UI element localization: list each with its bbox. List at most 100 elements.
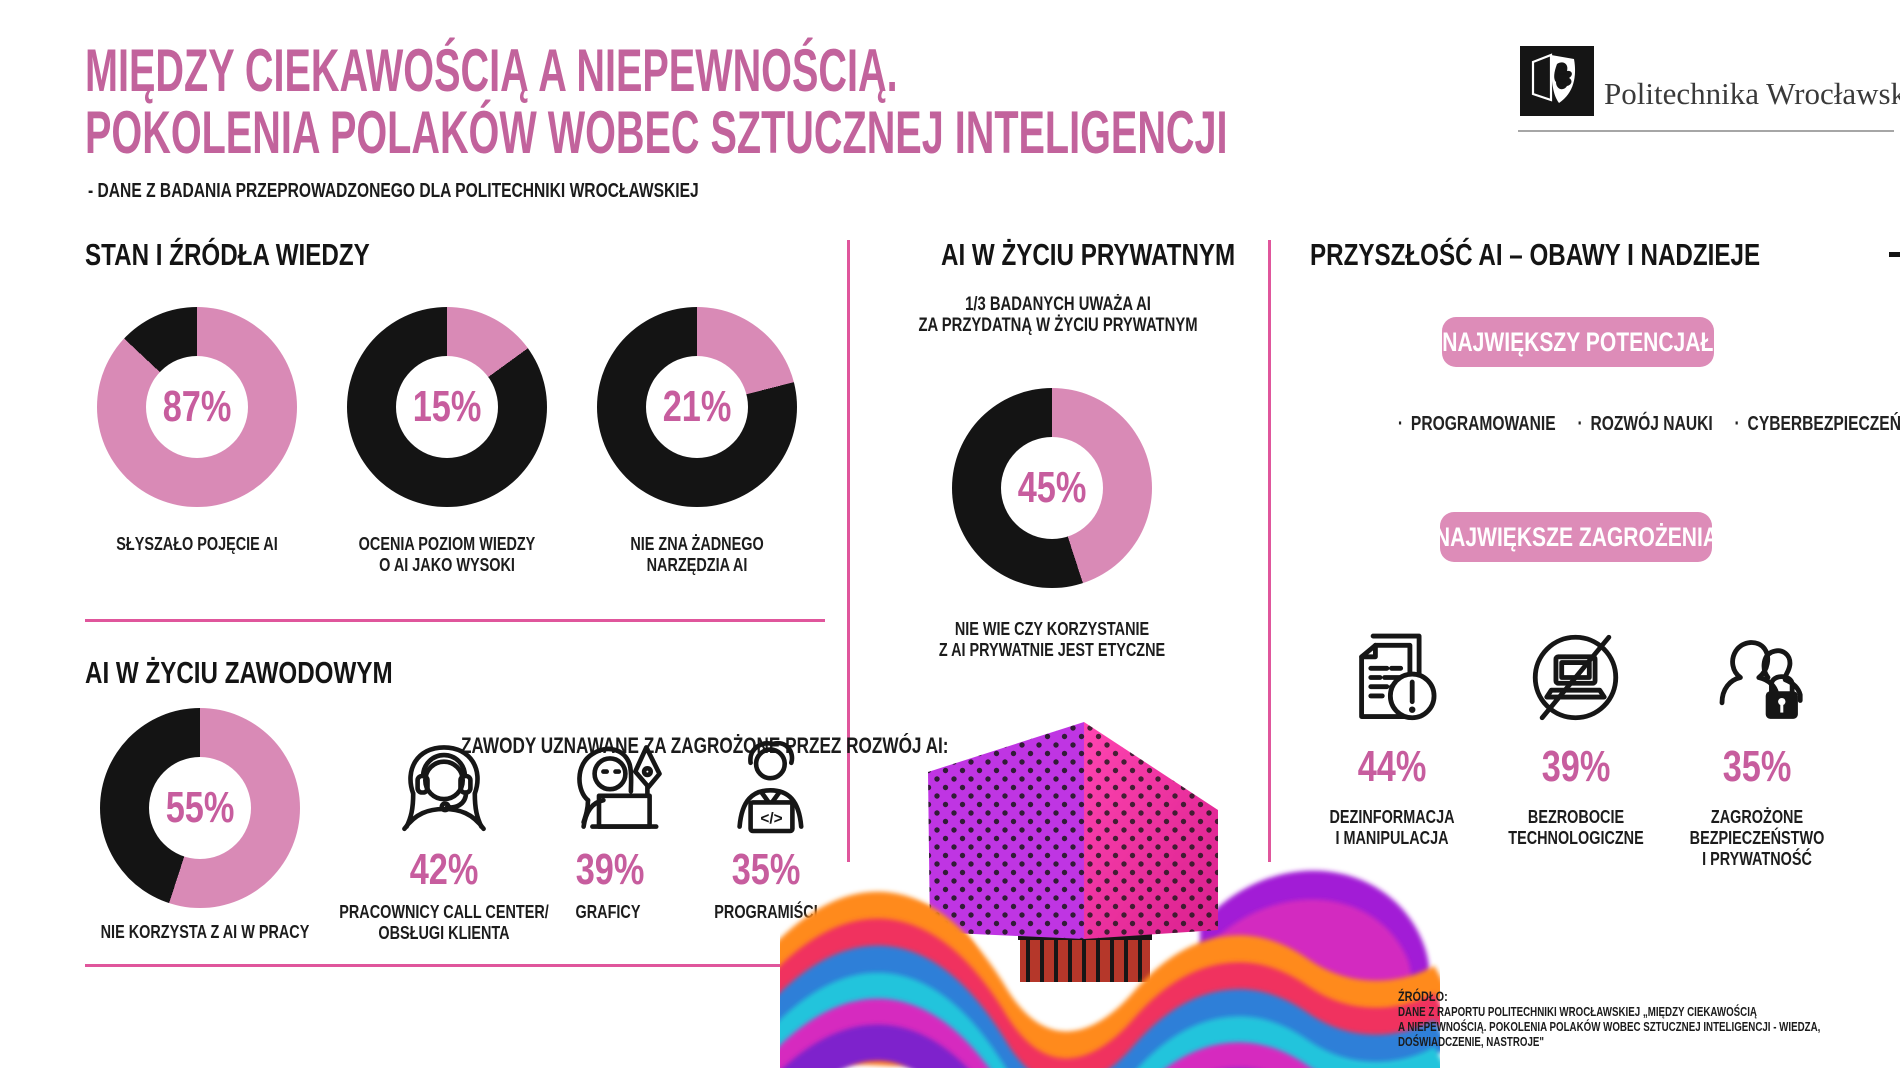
label-line: BEZROBOCIE [1527, 806, 1625, 827]
donut-value: 87% [162, 382, 232, 431]
label-line: NIE ZNA ŻADNEGO [630, 533, 764, 554]
potential-items-list: · PROGRAMOWANIE · ROZWÓJ NAUKI · CYBERBEZPIEC… [1387, 413, 1900, 436]
job-label-call-center: PRACOWNICY CALL CENTER/ OBSŁUGI KLIENTA [327, 901, 561, 943]
label-line: BEZPIECZEŃSTWO [1689, 827, 1825, 848]
donut-label-ai-ethics-private: NIE WIE CZY KORZYSTANIE Z AI PRYWATNIE J… [935, 618, 1169, 660]
bullet-dot: · [1577, 413, 1583, 435]
stat-value: 39% [1541, 742, 1611, 791]
threat-label-unemployment: BEZROBOCIE TECHNOLOGICZNE [1475, 806, 1678, 848]
job-stat-call-center: 42% [344, 845, 544, 895]
donut-hole: 45% [1001, 437, 1103, 539]
donut-value: 45% [1017, 463, 1087, 512]
donut-hole: 87% [146, 356, 248, 458]
label-line: I PRYWATNOŚĆ [1702, 848, 1812, 869]
source-note: ŹRÓDŁO: DANE Z RAPORTU POLITECHNIKI WROC… [1398, 988, 1900, 1050]
item-label: PROGRAMOWANIE [1410, 413, 1556, 435]
donut-label-heard-of-ai: SŁYSZAŁO POJĘCIE AI [80, 533, 314, 554]
section-heading-private: AI W ŻYCIU PRYWATNYM [941, 237, 1236, 272]
label-line: ZA PRZYDATNĄ W ŻYCIU PRYWATNYM [918, 315, 1198, 336]
label-line: DEZINFORMACJA [1329, 806, 1455, 827]
job-stat-graphic-designers: 39% [510, 845, 710, 895]
donut-chart-heard-of-ai: 87% [97, 307, 297, 507]
divider-knowledge-work [85, 619, 825, 622]
privacy-lock-icon [1719, 640, 1803, 719]
donut-value: 55% [165, 783, 235, 832]
cube-wave-illustration [780, 722, 1440, 1068]
page-subtitle: - DANE Z BADANIA PRZEPROWADZONEGO DLA PO… [88, 180, 699, 202]
job-label-programmers: PROGRAMIŚCI [649, 901, 883, 922]
no-laptop-icon [1532, 634, 1619, 721]
label-line: NIE WIE CZY KORZYSTANIE [954, 618, 1150, 639]
section-heading-future: PRZYSZŁOŚĆ AI – OBAWY I NADZIEJE [1310, 237, 1761, 272]
logo-text: Politechnika Wrocławska [1604, 76, 1900, 111]
badge-label: NAJWIĘKSZY POTENCJAŁ [1442, 326, 1714, 357]
label-line: I MANIPULACJA [1335, 827, 1449, 848]
donut-label-no-ai-tool: NIE ZNA ŻADNEGO NARZĘDZIA AI [580, 533, 814, 575]
divider-left-center [847, 240, 850, 862]
programmer-icon: </> [737, 740, 804, 834]
label-line: NIE KORZYSTA Z AI W PRACY [100, 921, 310, 942]
donut-value: 15% [412, 382, 482, 431]
label-line: OBSŁUGI KLIENTA [378, 922, 510, 943]
svg-text:</>: </> [760, 810, 782, 827]
list-item: · ROZWÓJ NAUKI [1578, 413, 1713, 435]
label-line: O AI JAKO WYSOKI [379, 554, 515, 575]
label-line: 1/3 BADANYCH UWAŻA AI [965, 294, 1151, 315]
divider-work-bottom [85, 964, 865, 967]
donut-value: 21% [662, 382, 732, 431]
page-title-line1: MIĘDZY CIEKAWOŚCIĄ A NIEPEWNOŚCIĄ. [85, 37, 898, 104]
graphic-designer-icon [577, 745, 662, 829]
source-line: DOŚWIADCZENIE, NASTROJE" [1398, 1035, 1545, 1049]
donut-chart-no-ai-at-work: 55% [100, 708, 300, 908]
divider-center-right [1268, 240, 1271, 862]
label-line: ZAGROŻONE [1710, 806, 1804, 827]
donut-hole: 15% [396, 356, 498, 458]
politechnika-wroclawska-emblem [1520, 46, 1594, 116]
page-edge-mark [1889, 252, 1900, 257]
badge-biggest-potential: NAJWIĘKSZY POTENCJAŁ [1442, 317, 1714, 367]
label-line: GRAFICY [575, 901, 641, 922]
label-line: PRACOWNICY CALL CENTER/ [339, 901, 549, 922]
logo-divider [1518, 130, 1894, 132]
donut-label-no-ai-at-work: NIE KORZYSTA Z AI W PRACY [88, 921, 322, 942]
threat-stat-privacy: 35% [1657, 742, 1857, 792]
stat-value: 35% [1722, 742, 1792, 791]
label-line: OCENIA POZIOM WIEDZY [358, 533, 536, 554]
label-line: Z AI PRYWATNIE JEST ETYCZNE [938, 639, 1166, 660]
donut-label-high-knowledge: OCENIA POZIOM WIEDZY O AI JAKO WYSOKI [330, 533, 564, 575]
donut-hole: 21% [646, 356, 748, 458]
source-line: DANE Z RAPORTU POLITECHNIKI WROCŁAWSKIEJ… [1398, 1005, 1757, 1019]
stat-value: 44% [1357, 742, 1427, 791]
badge-label: NAJWIĘKSZE ZAGROŻENIA [1434, 521, 1718, 552]
call-center-agent-icon [402, 745, 486, 832]
label-line: SŁYSZAŁO POJĘCIE AI [116, 533, 278, 554]
donut-chart-ai-ethics-private: 45% [952, 388, 1152, 588]
donut-hole: 55% [149, 757, 251, 859]
list-item: · CYBERBEZPIECZEŃSTWO [1735, 413, 1900, 435]
item-label: CYBERBEZPIECZEŃSTWO [1747, 413, 1900, 435]
threat-label-disinformation: DEZINFORMACJA I MANIPULACJA [1291, 806, 1494, 848]
badge-biggest-threats: NAJWIĘKSZE ZAGROŻENIA [1434, 512, 1718, 562]
job-stat-programmers: 35% [666, 845, 866, 895]
donut-chart-no-ai-tool: 21% [597, 307, 797, 507]
stat-value: 35% [731, 845, 801, 894]
disinformation-icon [1359, 633, 1437, 721]
item-label: ROZWÓJ NAUKI [1590, 413, 1713, 435]
threat-label-privacy: ZAGROŻONE BEZPIECZEŃSTWO I PRYWATNOŚĆ [1656, 806, 1859, 869]
source-label: ŹRÓDŁO: [1398, 988, 1448, 1004]
stat-value: 42% [409, 845, 479, 894]
list-item: · PROGRAMOWANIE [1398, 413, 1556, 435]
threat-stat-disinformation: 44% [1292, 742, 1492, 792]
private-intro: 1/3 BADANYCH UWAŻA AI ZA PRZYDATNĄ W ŻYC… [902, 294, 1214, 336]
section-heading-knowledge: STAN I ŹRÓDŁA WIEDZY [85, 237, 370, 272]
stat-value: 39% [575, 845, 645, 894]
threat-stat-unemployment: 39% [1476, 742, 1676, 792]
label-line: TECHNOLOGICZNE [1508, 827, 1644, 848]
donut-chart-high-knowledge: 15% [347, 307, 547, 507]
bullet-dot: · [1734, 413, 1740, 435]
bullet-dot: · [1397, 413, 1404, 435]
label-line: NARZĘDZIA AI [646, 554, 748, 575]
page-title-line2: POKOLENIA POLAKÓW WOBEC SZTUCZNEJ INTELI… [85, 99, 1228, 166]
job-label-graphic-designers: GRAFICY [491, 901, 725, 922]
